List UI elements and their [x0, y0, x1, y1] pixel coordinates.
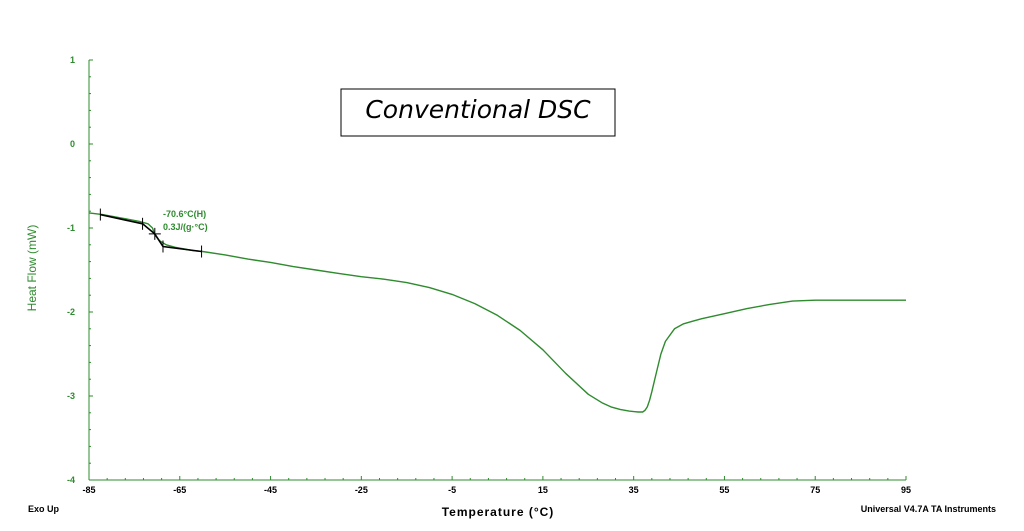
series-layer [88, 212, 906, 413]
y-tick-label: -1 [67, 223, 75, 233]
chart-title-box [340, 88, 616, 137]
annotation-layer [99, 208, 203, 258]
y-tick-label: 0 [70, 139, 75, 149]
x-axis-title: Temperature (°C) [442, 505, 555, 519]
x-tick-label: 95 [901, 485, 911, 495]
x-tick-label: -45 [264, 485, 277, 495]
annotation-temperature: -70.6°C(H) [163, 209, 206, 219]
y-axis-ticks: 1 0 -1 -2 -3 -4 [67, 55, 93, 485]
x-tick-label: -65 [173, 485, 186, 495]
instrument-label: Universal V4.7A TA Instruments [861, 504, 996, 514]
chart-title: Conventional DSC [365, 95, 591, 124]
y-axis-title: Heat Flow (mW) [25, 225, 39, 312]
y-tick-label: -3 [67, 391, 75, 401]
y-tick-label: 1 [70, 55, 75, 65]
x-axis-ticks: -85 -65 -45 -25 -5 15 35 55 75 95 [82, 476, 911, 495]
heat-flow-series-line [88, 212, 906, 413]
x-tick-label: -5 [448, 485, 456, 495]
y-tick-label: -4 [67, 475, 75, 485]
exo-up-label: Exo Up [28, 504, 60, 514]
x-tick-label: 15 [538, 485, 548, 495]
x-tick-label: 75 [810, 485, 820, 495]
x-tick-label: 55 [719, 485, 729, 495]
x-tick-label: -25 [355, 485, 368, 495]
y-tick-label: -2 [67, 307, 75, 317]
glass-transition-marker-line [100, 213, 202, 253]
x-tick-label: -85 [82, 485, 95, 495]
plot-frame [88, 60, 906, 481]
annotation-heat-capacity: 0.3J/(g·°C) [163, 222, 208, 232]
x-tick-label: 35 [629, 485, 639, 495]
